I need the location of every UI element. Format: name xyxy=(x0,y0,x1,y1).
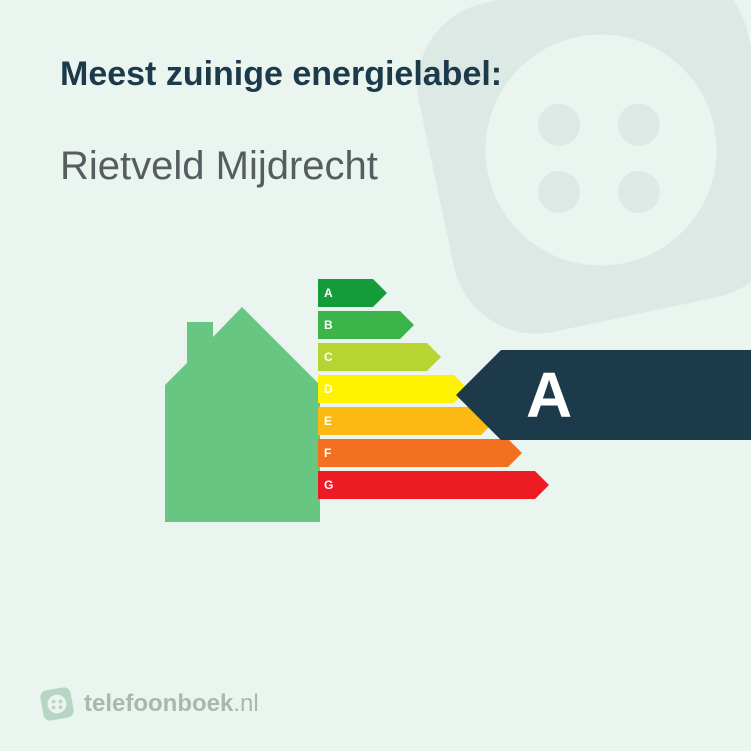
bar-label: F xyxy=(324,439,331,467)
footer-brand-bold: telefoonboek xyxy=(84,690,233,717)
page-title: Meest zuinige energielabel: xyxy=(60,55,691,94)
indicator-letter: A xyxy=(526,358,572,432)
indicator-body: A xyxy=(501,350,751,440)
bar-label: D xyxy=(324,375,333,403)
page-subtitle: Rietveld Mijdrecht xyxy=(60,144,691,189)
footer-brand: telefoonboek.nl xyxy=(40,687,259,721)
bar-label: C xyxy=(324,343,333,371)
bar-label: A xyxy=(324,279,333,307)
bar-label: B xyxy=(324,311,333,339)
bar-label: G xyxy=(324,471,333,499)
footer-text: telefoonboek.nl xyxy=(84,690,259,718)
footer-logo-icon xyxy=(40,687,74,721)
indicator-arrow xyxy=(456,350,501,440)
house-icon xyxy=(165,307,320,522)
bar-label: E xyxy=(324,407,332,435)
footer-brand-light: .nl xyxy=(233,690,258,717)
rating-indicator: A xyxy=(456,350,751,440)
